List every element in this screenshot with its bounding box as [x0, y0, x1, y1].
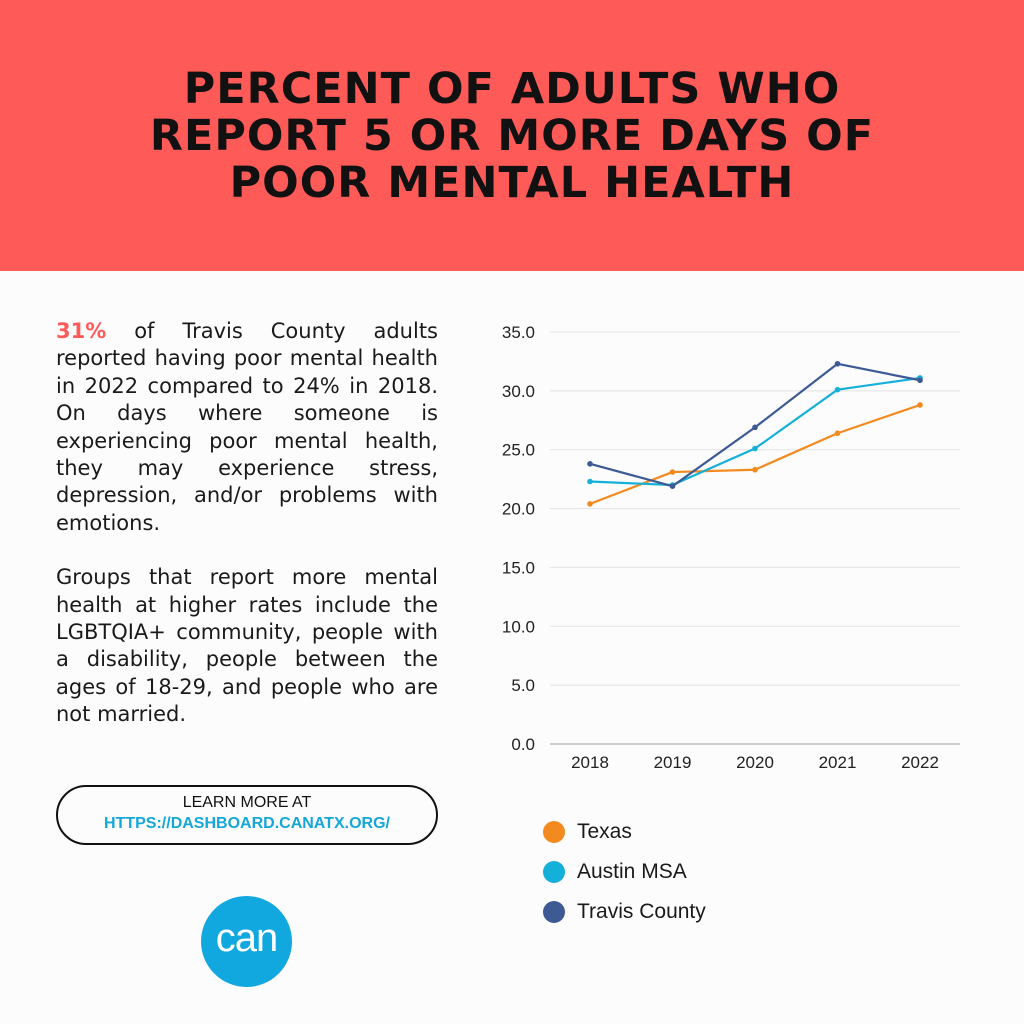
series-line-0	[589, 403, 921, 505]
title-banner: Percent of adults who report 5 or more d…	[0, 0, 1024, 271]
x-tick-label: 2021	[819, 753, 857, 772]
y-tick-label: 5.0	[511, 676, 535, 695]
x-tick-label: 2019	[654, 753, 692, 772]
y-tick-label: 15.0	[502, 558, 535, 577]
data-point	[917, 402, 923, 408]
learn-more-label: LEARN MORE AT	[182, 794, 312, 811]
data-point	[834, 386, 841, 393]
data-point	[917, 377, 923, 384]
paragraph-1-text: of Travis County adults reported having …	[56, 319, 438, 535]
data-point	[587, 478, 593, 485]
data-point	[669, 469, 676, 475]
legend-swatch	[543, 861, 565, 883]
description-text: 31% of Travis County adults reported hav…	[56, 318, 438, 729]
legend-swatch	[543, 901, 565, 923]
chart-legend: Texas Austin MSA Travis County	[543, 812, 706, 932]
y-tick-label: 20.0	[502, 500, 535, 519]
highlight-stat: 31%	[56, 319, 107, 343]
x-tick-label: 2020	[736, 753, 774, 772]
y-tick-label: 30.0	[502, 382, 535, 401]
paragraph-2: Groups that report more mental health at…	[56, 565, 438, 727]
x-tick-label: 2018	[571, 753, 609, 772]
legend-label: Texas	[577, 820, 632, 843]
data-point	[669, 483, 676, 490]
legend-item: Austin MSA	[543, 852, 706, 892]
learn-more-link[interactable]: HTTPS://DASHBOARD.CANATX.ORG/	[104, 815, 390, 832]
y-tick-label: 25.0	[502, 441, 535, 460]
data-point	[834, 360, 841, 367]
data-point	[752, 445, 758, 452]
logo-text: can	[215, 916, 278, 960]
data-point	[587, 461, 593, 467]
legend-swatch	[543, 821, 565, 843]
y-tick-label: 10.0	[502, 617, 535, 636]
page-title: Percent of adults who report 5 or more d…	[149, 64, 875, 208]
y-tick-label: 0.0	[511, 735, 535, 754]
x-tick-label: 2022	[901, 753, 939, 772]
data-point	[752, 424, 758, 431]
line-chart: 0.0 5.0 10.0 15.0 20.0 25.0 30.0 35.0 2018 2019 20…	[502, 323, 960, 772]
data-point	[834, 430, 841, 437]
learn-more-button[interactable]: LEARN MORE AT HTTPS://DASHBOARD.CANATX.O…	[56, 785, 438, 845]
data-point	[587, 501, 593, 507]
data-point	[752, 466, 758, 473]
legend-label: Travis County	[577, 900, 706, 923]
paragraph-1: 31% of Travis County adults reported hav…	[56, 318, 438, 537]
legend-item: Texas	[543, 812, 706, 852]
legend-item: Travis County	[543, 892, 706, 932]
y-tick-label: 35.0	[502, 323, 535, 342]
can-logo: can	[201, 896, 292, 987]
legend-label: Austin MSA	[577, 860, 687, 883]
